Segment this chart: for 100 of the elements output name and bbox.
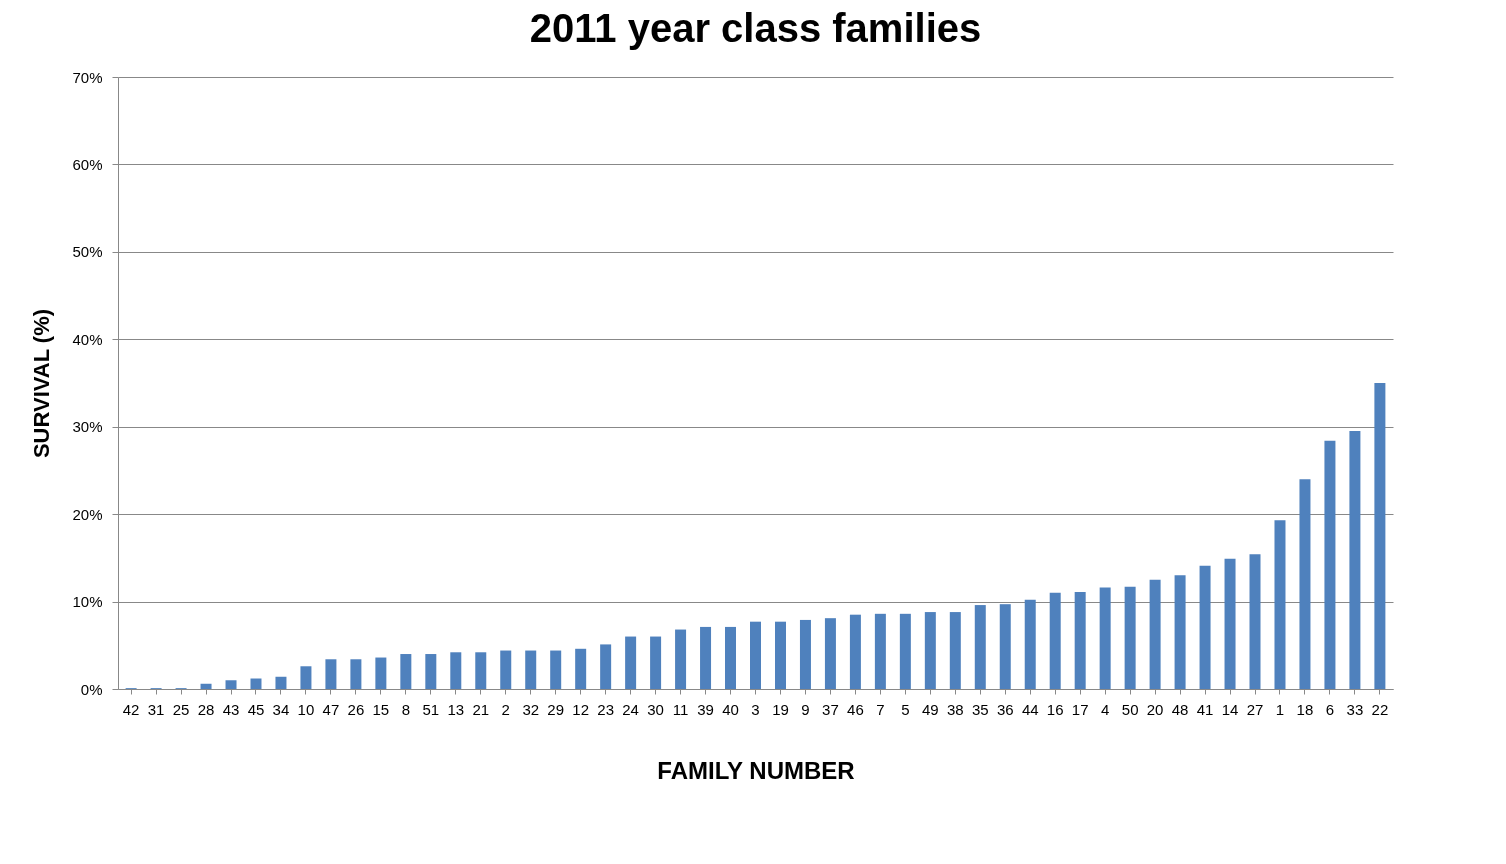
bar xyxy=(475,652,487,689)
bar xyxy=(450,652,462,689)
x-tick-label: 37 xyxy=(822,700,839,718)
bar xyxy=(1199,565,1211,689)
x-tick-label: 3 xyxy=(751,700,760,718)
x-tick-label: 32 xyxy=(522,700,540,718)
bar xyxy=(1174,575,1186,689)
bar xyxy=(1224,558,1236,689)
x-tick-label: 38 xyxy=(946,700,964,718)
x-tick-label: 21 xyxy=(472,700,490,718)
bar xyxy=(949,612,961,689)
x-tick-label: 48 xyxy=(1171,700,1189,718)
bar xyxy=(849,614,861,689)
bar xyxy=(550,650,562,689)
x-tick-label: 18 xyxy=(1296,700,1314,718)
x-tick-label: 7 xyxy=(876,700,885,718)
y-tick-label: 70% xyxy=(72,68,103,86)
bar xyxy=(750,621,761,689)
x-tick-label: 14 xyxy=(1221,700,1239,718)
bar xyxy=(200,683,212,689)
x-tick-label: 46 xyxy=(847,700,864,718)
bar xyxy=(325,659,337,689)
x-tick-label: 6 xyxy=(1325,700,1335,718)
bar xyxy=(1349,431,1361,689)
bar xyxy=(1124,586,1136,689)
x-tick-label: 27 xyxy=(1246,700,1264,718)
x-tick-label: 40 xyxy=(722,700,739,718)
x-tick-label: 12 xyxy=(572,700,590,718)
bar xyxy=(575,648,587,689)
x-tick-label: 44 xyxy=(1021,700,1039,718)
bar xyxy=(300,666,312,689)
x-tick-label: 17 xyxy=(1071,700,1089,718)
bar xyxy=(974,605,986,689)
bar xyxy=(1274,520,1286,689)
bar xyxy=(500,650,512,689)
x-tick-label: 16 xyxy=(1046,700,1064,718)
x-tick-label: 51 xyxy=(422,700,440,718)
x-tick-label: 1 xyxy=(1275,700,1285,718)
x-tick-label: 50 xyxy=(1121,700,1139,718)
y-tick-label: 10% xyxy=(72,593,103,611)
bar xyxy=(700,626,712,689)
bar xyxy=(650,636,662,689)
bar xyxy=(1024,599,1036,689)
bar xyxy=(1149,579,1161,689)
y-tick-label: 40% xyxy=(72,330,103,348)
x-tick-label: 5 xyxy=(901,700,910,718)
x-tick-label: 42 xyxy=(122,700,140,718)
bar xyxy=(1249,554,1261,689)
chart-title: 2011 year class families xyxy=(529,6,982,50)
bar xyxy=(899,613,911,689)
x-tick-label: 47 xyxy=(322,700,340,718)
bar xyxy=(625,636,637,689)
bar xyxy=(874,613,886,689)
x-tick-label: 15 xyxy=(372,700,390,718)
bar xyxy=(1074,591,1086,689)
x-axis-title: FAMILY NUMBER xyxy=(657,756,855,784)
x-tick-label: 28 xyxy=(197,700,215,718)
y-tick-label: 60% xyxy=(72,155,103,173)
x-tick-label: 39 xyxy=(697,700,714,718)
bar xyxy=(275,676,287,689)
x-tick-label: 29 xyxy=(547,700,565,718)
bar xyxy=(375,657,387,689)
x-tick-label: 41 xyxy=(1196,700,1214,718)
bar xyxy=(350,659,362,689)
y-tick-label: 50% xyxy=(72,243,103,261)
x-tick-label: 26 xyxy=(347,700,365,718)
x-tick-label: 30 xyxy=(647,700,664,718)
y-tick-label: 0% xyxy=(80,680,103,698)
bar xyxy=(525,650,537,689)
x-tick-label: 2 xyxy=(501,700,510,718)
x-tick-label: 20 xyxy=(1146,700,1164,718)
x-tick-label: 8 xyxy=(401,700,411,718)
bar xyxy=(225,680,237,689)
y-tick-label: 30% xyxy=(72,418,103,436)
bar xyxy=(425,654,437,689)
x-tick-label: 35 xyxy=(971,700,989,718)
x-tick-label: 49 xyxy=(921,700,939,718)
x-tick-label: 25 xyxy=(172,700,190,718)
x-tick-label: 9 xyxy=(801,700,810,718)
bar xyxy=(774,621,786,689)
x-tick-label: 34 xyxy=(272,700,290,718)
bar xyxy=(1374,383,1386,689)
bar xyxy=(250,678,262,689)
x-tick-label: 33 xyxy=(1346,700,1364,718)
bar xyxy=(824,618,836,689)
x-tick-label: 43 xyxy=(222,700,240,718)
x-tick-label: 24 xyxy=(622,700,639,718)
bar xyxy=(1099,587,1111,689)
y-axis-title: SURVIVAL (%) xyxy=(29,308,55,459)
y-tick-label: 20% xyxy=(72,505,103,523)
x-tick-label: 22 xyxy=(1371,700,1389,718)
bar xyxy=(799,619,811,689)
x-tick-label: 10 xyxy=(297,700,315,718)
x-tick-label: 19 xyxy=(772,700,789,718)
bar xyxy=(924,612,936,689)
bar xyxy=(600,644,612,689)
bar xyxy=(1299,479,1311,689)
bar xyxy=(675,629,687,689)
x-tick-label: 11 xyxy=(672,700,689,718)
x-tick-label: 36 xyxy=(996,700,1014,718)
